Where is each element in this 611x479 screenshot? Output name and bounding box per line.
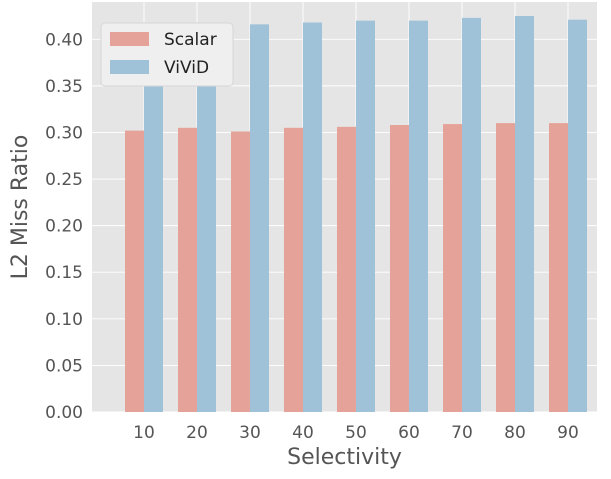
legend: Scalar ViViD — [100, 22, 234, 87]
y-tick-label: 0.30 — [45, 123, 83, 143]
bar-vivid-80 — [515, 15, 534, 413]
x-tick-label: 20 — [186, 423, 208, 443]
y-tick-label: 0.40 — [45, 30, 83, 50]
y-tick-label: 0.10 — [45, 310, 83, 330]
legend-label-vivid: ViViD — [164, 58, 209, 78]
y-tick-label: 0.35 — [45, 77, 83, 97]
bar-scalar-10 — [125, 130, 144, 412]
bar-vivid-60 — [409, 20, 428, 413]
bar-scalar-20 — [178, 127, 197, 412]
bar-scalar-50 — [337, 126, 356, 412]
legend-swatch-scalar — [110, 32, 149, 46]
bar-scalar-80 — [496, 123, 515, 413]
y-axis-ticks: 0.00 0.05 0.10 0.15 0.20 0.25 0.30 0.35 0.40 — [45, 30, 83, 423]
x-tick-label: 80 — [504, 423, 526, 443]
x-axis-title: Selectivity — [287, 445, 402, 470]
bar-vivid-20 — [197, 26, 216, 413]
legend-swatch-vivid — [110, 60, 149, 74]
bar-scalar-90 — [549, 123, 568, 413]
y-tick-label: 0.20 — [45, 217, 83, 237]
bar-vivid-10 — [144, 27, 163, 413]
x-tick-label: 90 — [557, 423, 579, 443]
bar-vivid-30 — [250, 24, 269, 412]
bar-scalar-60 — [390, 125, 409, 412]
legend-label-scalar: Scalar — [164, 30, 217, 50]
bar-vivid-90 — [568, 19, 587, 412]
bars — [125, 15, 587, 413]
y-tick-label: 0.05 — [45, 356, 83, 376]
bar-vivid-70 — [462, 17, 481, 412]
y-tick-label: 0.25 — [45, 170, 83, 190]
bar-vivid-40 — [303, 22, 322, 412]
y-axis-title: L2 Miss Ratio — [8, 135, 33, 280]
x-tick-label: 50 — [345, 423, 367, 443]
bar-scalar-30 — [231, 131, 250, 413]
x-tick-label: 70 — [451, 423, 473, 443]
y-tick-label: 0.00 — [45, 403, 83, 423]
y-tick-label: 0.15 — [45, 263, 83, 283]
x-tick-label: 60 — [398, 423, 420, 443]
bar-vivid-50 — [356, 20, 375, 413]
x-axis-ticks: 10 20 30 40 50 60 70 80 90 — [133, 423, 579, 443]
x-tick-label: 10 — [133, 423, 155, 443]
bar-scalar-40 — [284, 127, 303, 412]
bar-scalar-70 — [443, 124, 462, 413]
x-tick-label: 30 — [239, 423, 261, 443]
x-tick-label: 40 — [292, 423, 314, 443]
